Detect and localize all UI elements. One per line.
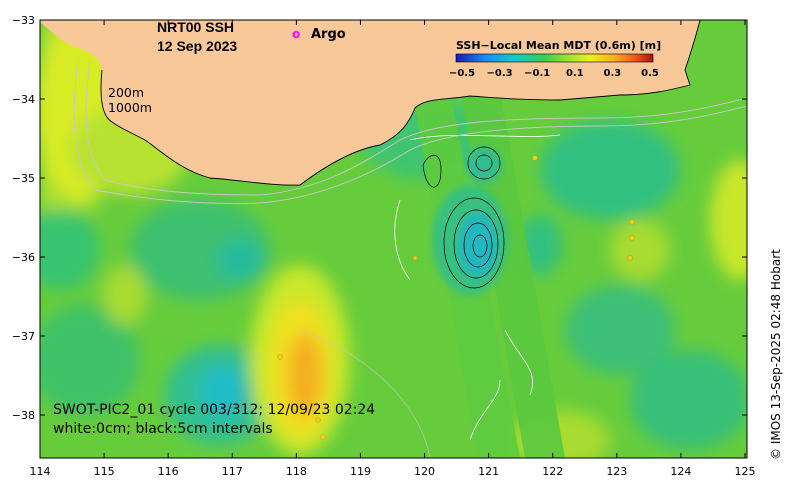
y-tick-label: −35 — [12, 172, 35, 185]
y-axis-ticks: −33 −34 −35 −36 −37 −38 — [12, 14, 747, 422]
map-title-line1: NRT00 SSH — [157, 19, 234, 35]
x-tick-label: 125 — [735, 465, 756, 478]
contours-zero — [394, 134, 561, 441]
x-tick-label: 115 — [94, 465, 115, 478]
colorbar-tick-label: −0.3 — [487, 68, 513, 79]
colorbar: SSH−Local Mean MDT (0.6m) [m] −0.5 −0.3 −0… — [449, 39, 661, 79]
x-tick-label: 120 — [414, 465, 435, 478]
y-tick-label: −34 — [12, 93, 35, 106]
argo-legend-label: Argo — [311, 27, 346, 42]
swot-pass-info: SWOT-PIC2_01 cycle 003/312; 12/09/23 02:… — [53, 402, 375, 418]
isobath-label-200m: 200m — [108, 85, 144, 100]
isobath-label-1000m: 1000m — [108, 100, 152, 115]
imos-credit: © IMOS 13-Sep-2025 02:48 Hobart — [769, 249, 783, 460]
colorbar-tick-label: 0.1 — [566, 68, 584, 79]
x-tick-label: 124 — [670, 465, 691, 478]
x-tick-label: 116 — [158, 465, 179, 478]
plot-frame — [39, 19, 748, 459]
colorbar-tick-label: −0.1 — [524, 68, 550, 79]
argo-floats — [277, 155, 635, 440]
contour-legend: white:0cm; black:5cm intervals — [53, 421, 273, 437]
x-tick-label: 119 — [350, 465, 371, 478]
colorbar-tick-label: 0.3 — [604, 68, 622, 79]
colorbar-tick-label: 0.5 — [641, 68, 659, 79]
x-tick-label: 117 — [222, 465, 243, 478]
x-axis-ticks: 114 115 116 117 118 119 120 121 122 123 124 125 — [30, 20, 756, 478]
y-tick-label: −36 — [12, 251, 35, 264]
x-tick-label: 121 — [478, 465, 499, 478]
colorbar-ticks: −0.5 −0.3 −0.1 0.1 0.3 0.5 — [449, 68, 659, 79]
coastline — [100, 20, 701, 186]
x-tick-label: 122 — [542, 465, 563, 478]
x-tick-label: 118 — [286, 465, 307, 478]
argo-legend-marker: o — [292, 27, 300, 41]
x-tick-label: 123 — [606, 465, 627, 478]
map-title-line2: 12 Sep 2023 — [157, 38, 237, 54]
colorbar-title: SSH−Local Mean MDT (0.6m) [m] — [456, 39, 661, 52]
y-tick-label: −37 — [12, 330, 35, 343]
isobaths — [73, 59, 747, 458]
x-tick-label: 114 — [30, 465, 51, 478]
y-tick-label: −38 — [12, 409, 35, 422]
contours-5cm — [422, 146, 505, 289]
colorbar-ramp — [455, 53, 654, 63]
y-tick-label: −33 — [12, 14, 35, 27]
colorbar-tick-label: −0.5 — [449, 68, 475, 79]
